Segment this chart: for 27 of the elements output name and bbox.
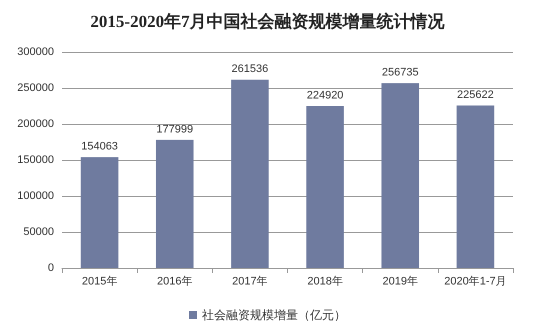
x-tick-label: 2016年	[157, 276, 192, 288]
chart-title: 2015-2020年7月中国社会融资规模增量统计情况	[90, 12, 446, 31]
legend-label: 社会融资规模增量（亿元）	[202, 308, 346, 322]
bar	[80, 157, 118, 268]
bar	[306, 106, 344, 268]
y-tick-label: 150000	[17, 154, 54, 166]
y-tick-label: 200000	[17, 118, 54, 130]
y-tick-label: 250000	[17, 82, 54, 94]
data-label: 256735	[382, 66, 419, 79]
data-label: 177999	[156, 123, 194, 136]
x-tick-label: 2019年	[382, 276, 418, 288]
data-label: 261536	[232, 63, 268, 76]
y-tick-label: 50000	[23, 226, 54, 238]
bar	[156, 140, 194, 268]
bar	[456, 106, 494, 268]
x-tick-label: 2017年	[232, 276, 268, 288]
data-label: 225622	[457, 89, 494, 102]
y-tick-label: 0	[48, 262, 54, 274]
bar	[231, 80, 269, 268]
x-tick-label: 2018年	[307, 276, 343, 288]
data-label: 154063	[81, 140, 118, 153]
y-tick-label: 100000	[17, 190, 54, 202]
bar	[381, 83, 420, 268]
x-tick-label: 2020年1-7月	[444, 276, 507, 288]
y-tick-label: 300000	[17, 46, 54, 58]
data-label: 224920	[306, 90, 344, 102]
x-tick-label: 2015年	[82, 276, 118, 288]
